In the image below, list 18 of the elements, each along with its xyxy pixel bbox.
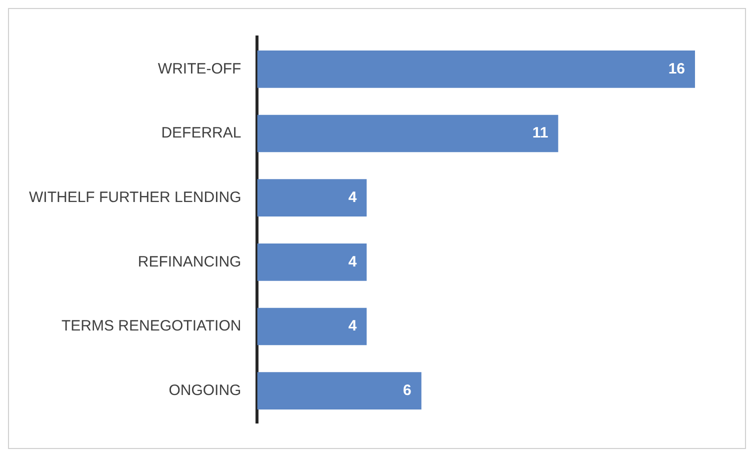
data-label: 4 [348, 188, 358, 206]
y-tick-label: WITHELF FURTHER LENDING [29, 188, 242, 206]
y-tick-label: ONGOING [168, 382, 242, 399]
data-label: 16 [668, 60, 685, 78]
data-label: 6 [403, 382, 412, 399]
bar [257, 114, 558, 152]
y-tick-label: DEFERRAL [161, 124, 242, 142]
bar [257, 50, 695, 88]
bar [257, 372, 422, 410]
y-tick-label: TERMS RENEGOTIATION [62, 318, 242, 335]
data-label: 4 [348, 253, 358, 270]
bar [257, 308, 367, 346]
data-label: 4 [348, 318, 358, 335]
data-label: 11 [532, 124, 548, 142]
bar [257, 179, 367, 216]
y-tick-label: WRITE-OFF [158, 60, 242, 78]
bar [257, 244, 367, 281]
y-tick-label: REFINANCING [138, 253, 242, 270]
